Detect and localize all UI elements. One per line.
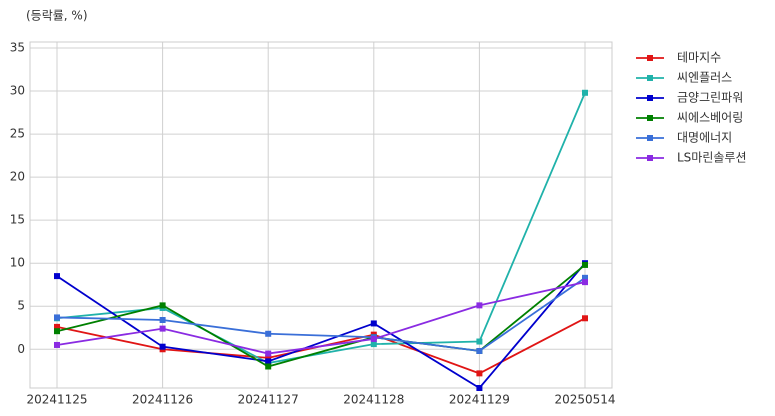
legend-label: LS마린솔루션	[677, 151, 747, 165]
point-marker	[265, 358, 272, 365]
y-tick-label: 10	[10, 256, 25, 270]
point-marker	[370, 341, 377, 348]
legend-marker	[647, 75, 653, 81]
point-marker	[265, 350, 272, 357]
legend-marker	[647, 135, 653, 141]
x-tick-label: 20241129	[449, 393, 510, 407]
point-marker	[476, 385, 483, 391]
point-marker	[54, 314, 60, 321]
point-marker	[476, 370, 483, 377]
point-marker	[265, 354, 272, 361]
point-marker	[54, 341, 60, 348]
x-tick-label: 20250514	[554, 393, 615, 407]
legend-label: 씨에스베어링	[677, 111, 743, 125]
y-tick-label: 20	[10, 170, 25, 184]
series-line	[56, 262, 586, 390]
legend-label: 씨엔플러스	[677, 71, 732, 85]
x-tick-label: 20241127	[238, 393, 299, 407]
point-marker	[476, 347, 483, 354]
point-marker	[370, 320, 377, 327]
plot-frame	[29, 41, 613, 389]
point-marker	[582, 274, 588, 281]
x-tick-label: 20241128	[343, 393, 404, 407]
legend-marker	[647, 95, 653, 101]
y-tick-label: 0	[17, 342, 25, 356]
point-marker	[159, 325, 166, 332]
legend-label: 대명에너지	[677, 131, 732, 145]
y-tick-label: 35	[10, 41, 25, 55]
point-marker	[582, 279, 588, 286]
series-line	[56, 92, 586, 364]
legend-label: 금양그린파워	[677, 91, 743, 105]
legend-marker	[647, 115, 653, 121]
series-line	[56, 281, 586, 355]
point-marker	[265, 363, 272, 370]
legend-marker	[647, 155, 653, 161]
point-marker	[54, 323, 60, 330]
point-marker	[159, 302, 166, 309]
point-marker	[265, 330, 272, 337]
series-line	[56, 264, 586, 368]
point-marker	[159, 317, 166, 324]
point-marker	[582, 315, 588, 322]
y-tick-label: 25	[10, 127, 25, 141]
point-marker	[370, 335, 377, 342]
point-marker	[582, 261, 588, 268]
legend-label: 테마지수	[677, 51, 721, 65]
series-line	[56, 277, 586, 352]
x-tick-label: 20241125	[26, 393, 87, 407]
x-tick-label: 20241126	[132, 393, 193, 407]
y-axis-label: (등락률, %)	[26, 9, 88, 23]
point-marker	[476, 338, 483, 345]
point-marker	[159, 343, 166, 350]
y-tick-label: 5	[17, 299, 25, 313]
point-marker	[476, 302, 483, 309]
point-marker	[582, 89, 588, 96]
point-marker	[54, 273, 60, 280]
legend-marker	[647, 55, 653, 61]
y-tick-label: 30	[10, 84, 25, 98]
point-marker	[54, 328, 60, 335]
y-tick-label: 15	[10, 213, 25, 227]
